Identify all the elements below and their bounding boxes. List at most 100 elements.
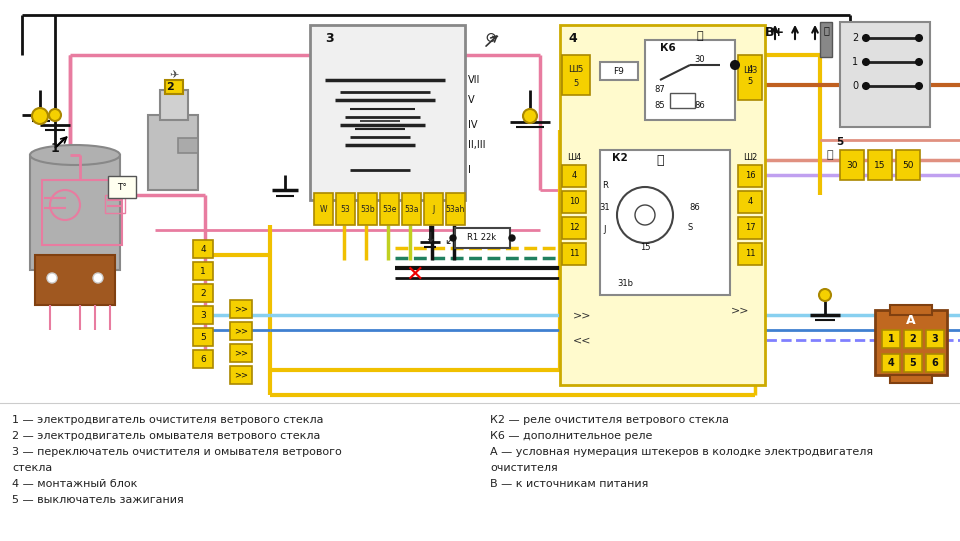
Text: B+: B+	[765, 25, 785, 38]
Circle shape	[863, 35, 869, 41]
Text: VII: VII	[468, 75, 480, 85]
Text: >>: >>	[731, 305, 749, 315]
Text: 3: 3	[200, 311, 205, 320]
Bar	[896, 150, 920, 180]
Bar	[645, 40, 735, 120]
Text: 4: 4	[571, 171, 577, 181]
Bar	[738, 165, 762, 187]
Circle shape	[916, 59, 922, 65]
Bar	[30, 155, 120, 270]
Text: 53b: 53b	[360, 204, 374, 214]
Text: Ш3: Ш3	[743, 66, 757, 75]
Text: 1: 1	[852, 57, 858, 67]
Circle shape	[863, 83, 869, 89]
Bar	[178, 138, 198, 153]
Circle shape	[916, 35, 922, 41]
Text: I: I	[468, 165, 470, 175]
Ellipse shape	[30, 145, 120, 165]
Bar	[193, 240, 213, 258]
Text: В — к источникам питания: В — к источникам питания	[490, 479, 648, 489]
Bar	[160, 90, 188, 120]
Text: >>: >>	[234, 305, 248, 313]
Bar	[840, 150, 864, 180]
Circle shape	[916, 83, 922, 89]
Text: 5: 5	[910, 358, 917, 368]
Text: ✕: ✕	[406, 265, 424, 285]
Bar	[402, 193, 421, 225]
Bar	[193, 350, 213, 368]
Text: J: J	[604, 226, 607, 234]
Bar	[562, 191, 586, 213]
Text: 3 — переключатель очистителя и омывателя ветрового: 3 — переключатель очистителя и омывателя…	[12, 447, 342, 457]
Bar	[35, 255, 115, 305]
Text: S: S	[687, 223, 692, 233]
Text: 4: 4	[888, 358, 895, 368]
Text: очистителя: очистителя	[490, 463, 558, 473]
Text: 2: 2	[910, 334, 917, 344]
Bar	[875, 310, 947, 375]
Text: 5: 5	[748, 77, 753, 87]
Text: стекла: стекла	[12, 463, 52, 473]
Bar	[230, 344, 252, 362]
Bar	[738, 217, 762, 239]
Text: 3: 3	[931, 334, 938, 344]
Text: 86: 86	[695, 101, 706, 109]
Bar	[230, 366, 252, 384]
Text: 6: 6	[931, 358, 938, 368]
Bar	[446, 193, 465, 225]
Text: 53e: 53e	[382, 204, 396, 214]
Bar	[148, 115, 198, 190]
Text: 1: 1	[51, 142, 60, 155]
Text: 53: 53	[341, 204, 350, 214]
Circle shape	[731, 61, 739, 69]
Text: А — условная нумерация штекеров в колодке электродвигателя: А — условная нумерация штекеров в колодк…	[490, 447, 874, 457]
Circle shape	[523, 109, 537, 123]
Text: 5 — выключатель зажигания: 5 — выключатель зажигания	[12, 495, 183, 505]
Bar	[230, 322, 252, 340]
Text: К6: К6	[660, 43, 676, 53]
Bar	[890, 305, 932, 315]
Text: 3: 3	[325, 31, 334, 44]
Text: К6 — дополнительное реле: К6 — дополнительное реле	[490, 431, 653, 441]
Text: 11: 11	[745, 249, 756, 259]
Text: 🔊: 🔊	[697, 31, 704, 41]
Text: >>: >>	[234, 327, 248, 335]
Bar	[926, 330, 944, 348]
Text: 4: 4	[748, 197, 753, 207]
Text: 31: 31	[600, 203, 611, 213]
Text: ⟳: ⟳	[486, 30, 498, 45]
Text: ↙: ↙	[444, 234, 455, 247]
Bar	[820, 22, 832, 57]
Bar	[600, 150, 730, 295]
Text: 4: 4	[201, 245, 205, 254]
Text: II,III: II,III	[468, 140, 486, 150]
Bar	[310, 25, 465, 200]
Text: 1: 1	[200, 267, 205, 275]
Text: >>: >>	[573, 310, 591, 320]
Text: К2: К2	[612, 153, 628, 163]
Bar	[424, 193, 443, 225]
Bar	[562, 55, 590, 95]
Bar	[926, 354, 944, 372]
Text: ⟙: ⟙	[827, 150, 833, 160]
Bar	[738, 191, 762, 213]
Text: 5: 5	[836, 137, 843, 147]
Circle shape	[819, 289, 831, 301]
Bar	[193, 262, 213, 280]
Bar	[108, 176, 136, 198]
Text: F9: F9	[613, 67, 624, 76]
Circle shape	[93, 273, 103, 283]
Text: 2: 2	[166, 82, 174, 92]
Text: 50: 50	[902, 161, 914, 169]
Text: ✈: ✈	[169, 70, 179, 80]
Bar	[890, 375, 932, 383]
Bar	[193, 306, 213, 324]
Text: Ш5: Ш5	[568, 64, 584, 74]
Bar	[105, 195, 125, 213]
Text: W: W	[320, 204, 327, 214]
Text: 0: 0	[852, 81, 858, 91]
Text: >>: >>	[234, 348, 248, 358]
Text: IV: IV	[468, 120, 477, 130]
Text: V: V	[468, 95, 474, 105]
Bar	[670, 93, 695, 108]
